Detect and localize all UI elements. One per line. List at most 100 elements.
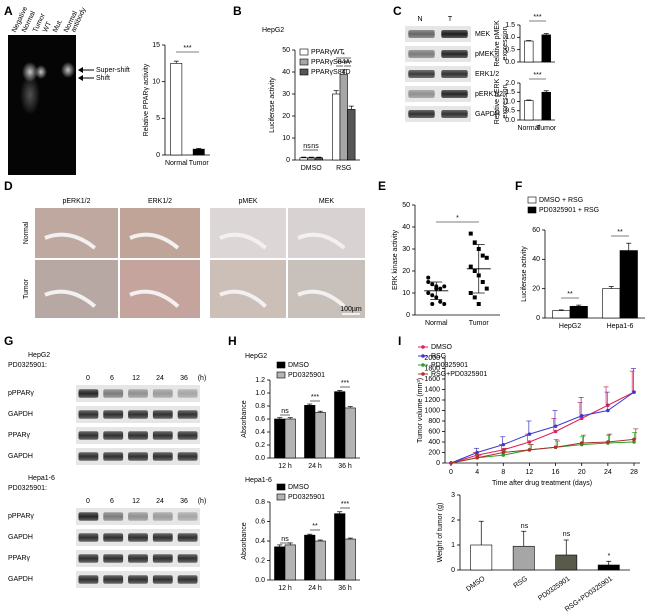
y-axis-label: Absorbance (241, 522, 248, 559)
y-tick-label: 15 (152, 42, 160, 49)
blot-band (78, 575, 99, 584)
bar (555, 554, 578, 571)
blot-band (152, 575, 173, 584)
annotation: ns (521, 523, 529, 530)
y-tick-label: 50 (282, 47, 290, 54)
blot-band (103, 389, 124, 398)
x-tick-label: Tumor (189, 160, 210, 167)
x-tick-label: 8 (501, 469, 505, 476)
y-axis-label: Relative PPARγ activity (143, 63, 150, 136)
bar (284, 544, 296, 581)
x-tick-label: DMSO (301, 165, 323, 172)
marker (553, 445, 558, 450)
treatment-label: PD0325901: (8, 362, 47, 369)
blot-band (441, 110, 468, 118)
marker (475, 455, 479, 460)
panel-label: F (515, 179, 522, 193)
time-label: 36 (180, 498, 188, 505)
marker (606, 403, 610, 408)
annotation: ns (563, 531, 571, 538)
marker (632, 440, 636, 444)
arrow-head (78, 75, 83, 81)
annotation: ns (311, 143, 319, 150)
blot-label: pERK1/2 (475, 91, 503, 98)
blot-band (78, 554, 99, 563)
blot-label: pPPARγ (8, 513, 34, 520)
time-label: 0 (86, 375, 90, 382)
blot-band (177, 452, 198, 461)
legend-swatch (276, 361, 286, 369)
y-axis-label: expression (502, 26, 509, 60)
marker (579, 441, 584, 445)
y-tick-label: 3 (451, 492, 455, 499)
blot-band (128, 554, 148, 563)
blot-label: GAPDH (8, 576, 33, 583)
legend-marker (421, 345, 425, 349)
y-axis-label: Tumor volume (mm³) (417, 378, 424, 443)
legend-label: DMSO (288, 484, 310, 491)
x-tick-label: 36 h (338, 463, 352, 470)
y-tick-label: 0.5 (505, 47, 515, 54)
y-tick-label: 0 (536, 315, 540, 322)
bar (274, 546, 286, 581)
y-axis-label: Absorbance (241, 400, 248, 437)
blot-label: ERK1/2 (475, 71, 499, 78)
ihc-image (35, 208, 118, 258)
bar (344, 538, 356, 581)
y-tick-label: 0 (286, 157, 290, 164)
y-tick-label: 1.2 (255, 377, 265, 384)
blot-band (441, 30, 468, 38)
legend-swatch (527, 206, 537, 214)
point (480, 280, 485, 284)
point (438, 286, 443, 291)
panel-label: I (398, 334, 401, 348)
marker (632, 390, 636, 394)
blot-label: pPPARγ (8, 390, 34, 397)
legend-swatch (299, 68, 309, 76)
ihc-image (120, 208, 200, 258)
y-tick-label: 1.0 (505, 98, 515, 105)
x-tick-label: 12 (526, 469, 534, 476)
blot-band (441, 90, 468, 98)
blot-band (78, 431, 99, 440)
y-tick-label: 0.0 (505, 59, 515, 66)
marker (527, 448, 532, 452)
legend-label: PD0325901 + RSG (539, 207, 599, 214)
time-label: 6 (110, 375, 114, 382)
x-tick-label: 4 (475, 469, 479, 476)
x-tick-label: 0 (449, 469, 453, 476)
y-tick-label: 1.5 (505, 22, 515, 29)
marker (632, 437, 636, 442)
treatment-label: PD0325901: (8, 485, 47, 492)
blot-band (128, 512, 148, 521)
annotation: ns (303, 143, 311, 150)
line (450, 391, 635, 464)
annotation: * (608, 553, 611, 560)
y-tick-label: 0.4 (255, 538, 265, 545)
marker (606, 440, 610, 444)
blot-band (408, 110, 435, 118)
point (472, 269, 477, 273)
gel-band (61, 62, 75, 78)
time-label: 12 (132, 375, 140, 382)
point (468, 231, 473, 236)
x-tick-label: RSG (513, 575, 529, 589)
time-label: 12 (132, 498, 140, 505)
blot-band (177, 431, 198, 440)
vessel (44, 289, 97, 308)
panel-label: C (393, 4, 402, 18)
vessel (44, 232, 97, 250)
x-tick-label: 12 h (278, 463, 292, 470)
blot-band (103, 452, 124, 461)
blot-band (128, 533, 148, 542)
annotation: *** (533, 72, 541, 79)
bar (541, 91, 551, 121)
scale-label: 100µm (340, 306, 362, 313)
blot-band (128, 575, 148, 584)
chart-title: Hepa1-6 (245, 477, 272, 484)
annotation: *** (341, 380, 349, 387)
point (484, 255, 489, 260)
y-axis-label: Luciferase activity (269, 77, 276, 133)
blot-band (152, 431, 173, 440)
point (438, 299, 443, 304)
